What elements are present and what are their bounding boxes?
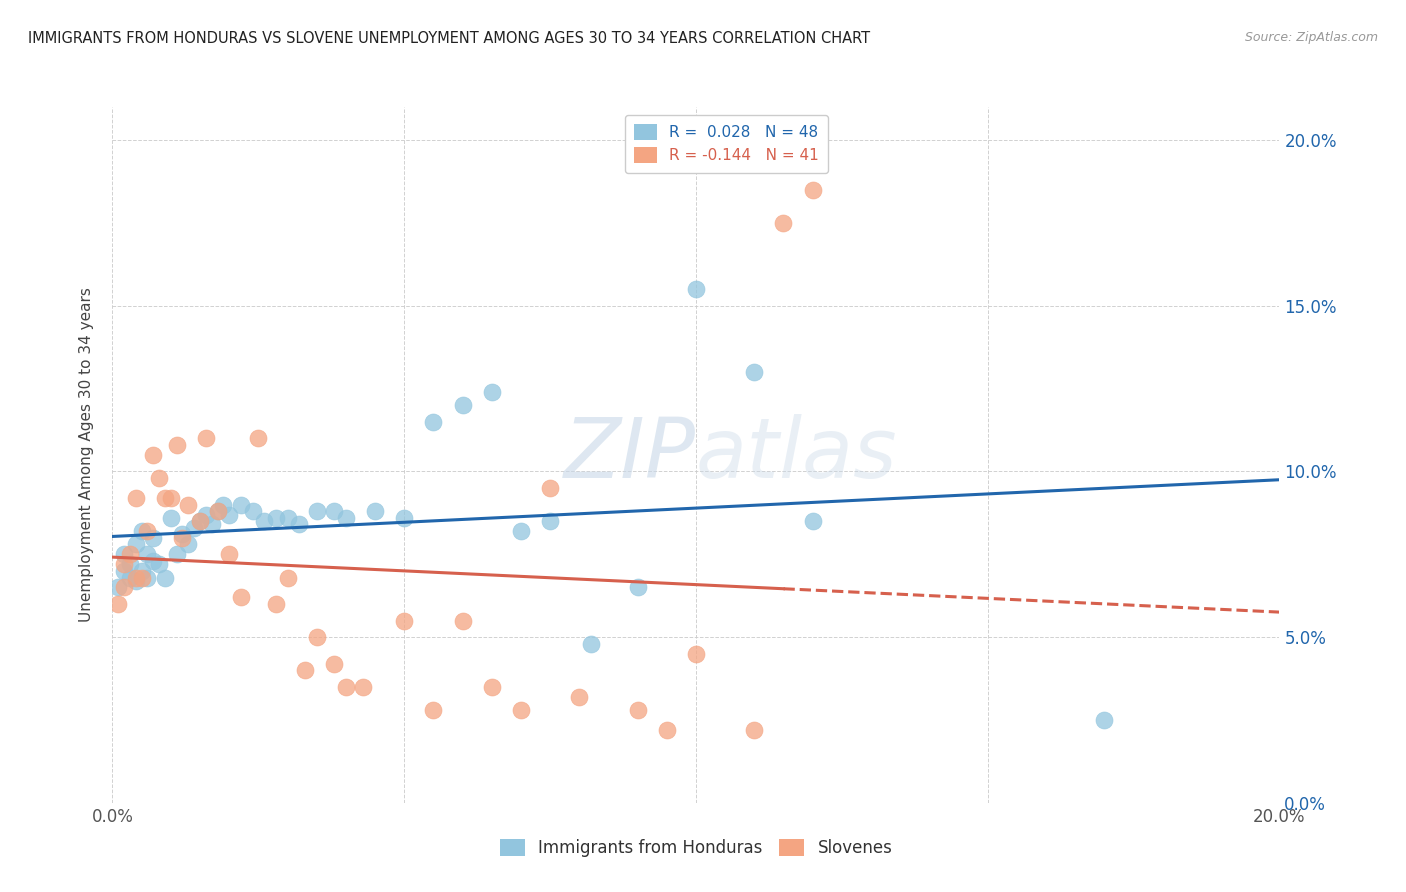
Point xyxy=(112,547,135,561)
Point xyxy=(183,521,205,535)
Point xyxy=(142,448,165,462)
Point xyxy=(247,431,270,445)
Point xyxy=(136,547,159,561)
Point xyxy=(451,398,474,412)
Point xyxy=(201,517,224,532)
Point xyxy=(335,680,357,694)
Text: ZIP: ZIP xyxy=(564,415,696,495)
Point xyxy=(481,680,503,694)
Point xyxy=(364,504,387,518)
Point xyxy=(131,524,153,538)
Point xyxy=(172,531,194,545)
Point xyxy=(107,597,129,611)
Text: IMMIGRANTS FROM HONDURAS VS SLOVENE UNEMPLOYMENT AMONG AGES 30 TO 34 YEARS CORRE: IMMIGRANTS FROM HONDURAS VS SLOVENE UNEM… xyxy=(28,31,870,46)
Point xyxy=(294,663,316,677)
Point xyxy=(148,471,170,485)
Point xyxy=(242,504,264,518)
Point xyxy=(626,581,648,595)
Point xyxy=(160,511,183,525)
Point xyxy=(136,570,159,584)
Point xyxy=(131,570,153,584)
Point xyxy=(422,703,444,717)
Point xyxy=(538,481,561,495)
Point xyxy=(392,511,416,525)
Point xyxy=(172,527,194,541)
Point xyxy=(118,547,141,561)
Point xyxy=(160,491,183,505)
Point xyxy=(177,537,200,551)
Point xyxy=(392,614,416,628)
Point xyxy=(288,517,311,532)
Point xyxy=(579,637,602,651)
Point xyxy=(142,531,165,545)
Point xyxy=(125,574,148,588)
Point xyxy=(772,216,794,230)
Point xyxy=(136,524,159,538)
Legend: Immigrants from Honduras, Slovenes: Immigrants from Honduras, Slovenes xyxy=(494,832,898,864)
Point xyxy=(131,564,153,578)
Point xyxy=(112,558,135,572)
Point xyxy=(188,514,211,528)
Point xyxy=(276,570,298,584)
Point xyxy=(742,365,765,379)
Point xyxy=(422,415,444,429)
Point xyxy=(568,690,591,704)
Point xyxy=(742,723,765,737)
Point xyxy=(125,537,148,551)
Point xyxy=(801,183,824,197)
Point xyxy=(194,431,217,445)
Point xyxy=(264,511,287,525)
Point xyxy=(142,554,165,568)
Point xyxy=(218,508,240,522)
Point xyxy=(118,570,141,584)
Text: atlas: atlas xyxy=(696,415,897,495)
Point xyxy=(264,597,287,611)
Point xyxy=(148,558,170,572)
Point xyxy=(153,491,176,505)
Point xyxy=(276,511,298,525)
Point xyxy=(112,581,135,595)
Point xyxy=(177,498,200,512)
Point xyxy=(685,282,707,296)
Point xyxy=(166,547,188,561)
Point xyxy=(207,504,229,518)
Text: Source: ZipAtlas.com: Source: ZipAtlas.com xyxy=(1244,31,1378,45)
Point xyxy=(655,723,678,737)
Point xyxy=(1092,713,1115,727)
Point xyxy=(335,511,357,525)
Point xyxy=(626,703,648,717)
Point xyxy=(253,514,276,528)
Point xyxy=(685,647,707,661)
Point xyxy=(188,514,211,528)
Point xyxy=(125,570,148,584)
Point xyxy=(509,524,531,538)
Point xyxy=(323,504,346,518)
Point xyxy=(323,657,346,671)
Point xyxy=(451,614,474,628)
Point xyxy=(212,498,235,512)
Point xyxy=(207,504,229,518)
Point xyxy=(305,630,328,644)
Point xyxy=(229,498,252,512)
Point xyxy=(481,384,503,399)
Point xyxy=(305,504,328,518)
Point xyxy=(194,508,217,522)
Point xyxy=(153,570,176,584)
Point xyxy=(218,547,240,561)
Point xyxy=(107,581,129,595)
Point xyxy=(118,558,141,572)
Point xyxy=(538,514,561,528)
Point xyxy=(801,514,824,528)
Point xyxy=(112,564,135,578)
Point xyxy=(229,591,252,605)
Point xyxy=(352,680,374,694)
Y-axis label: Unemployment Among Ages 30 to 34 years: Unemployment Among Ages 30 to 34 years xyxy=(79,287,94,623)
Point xyxy=(125,491,148,505)
Point xyxy=(166,438,188,452)
Point xyxy=(509,703,531,717)
